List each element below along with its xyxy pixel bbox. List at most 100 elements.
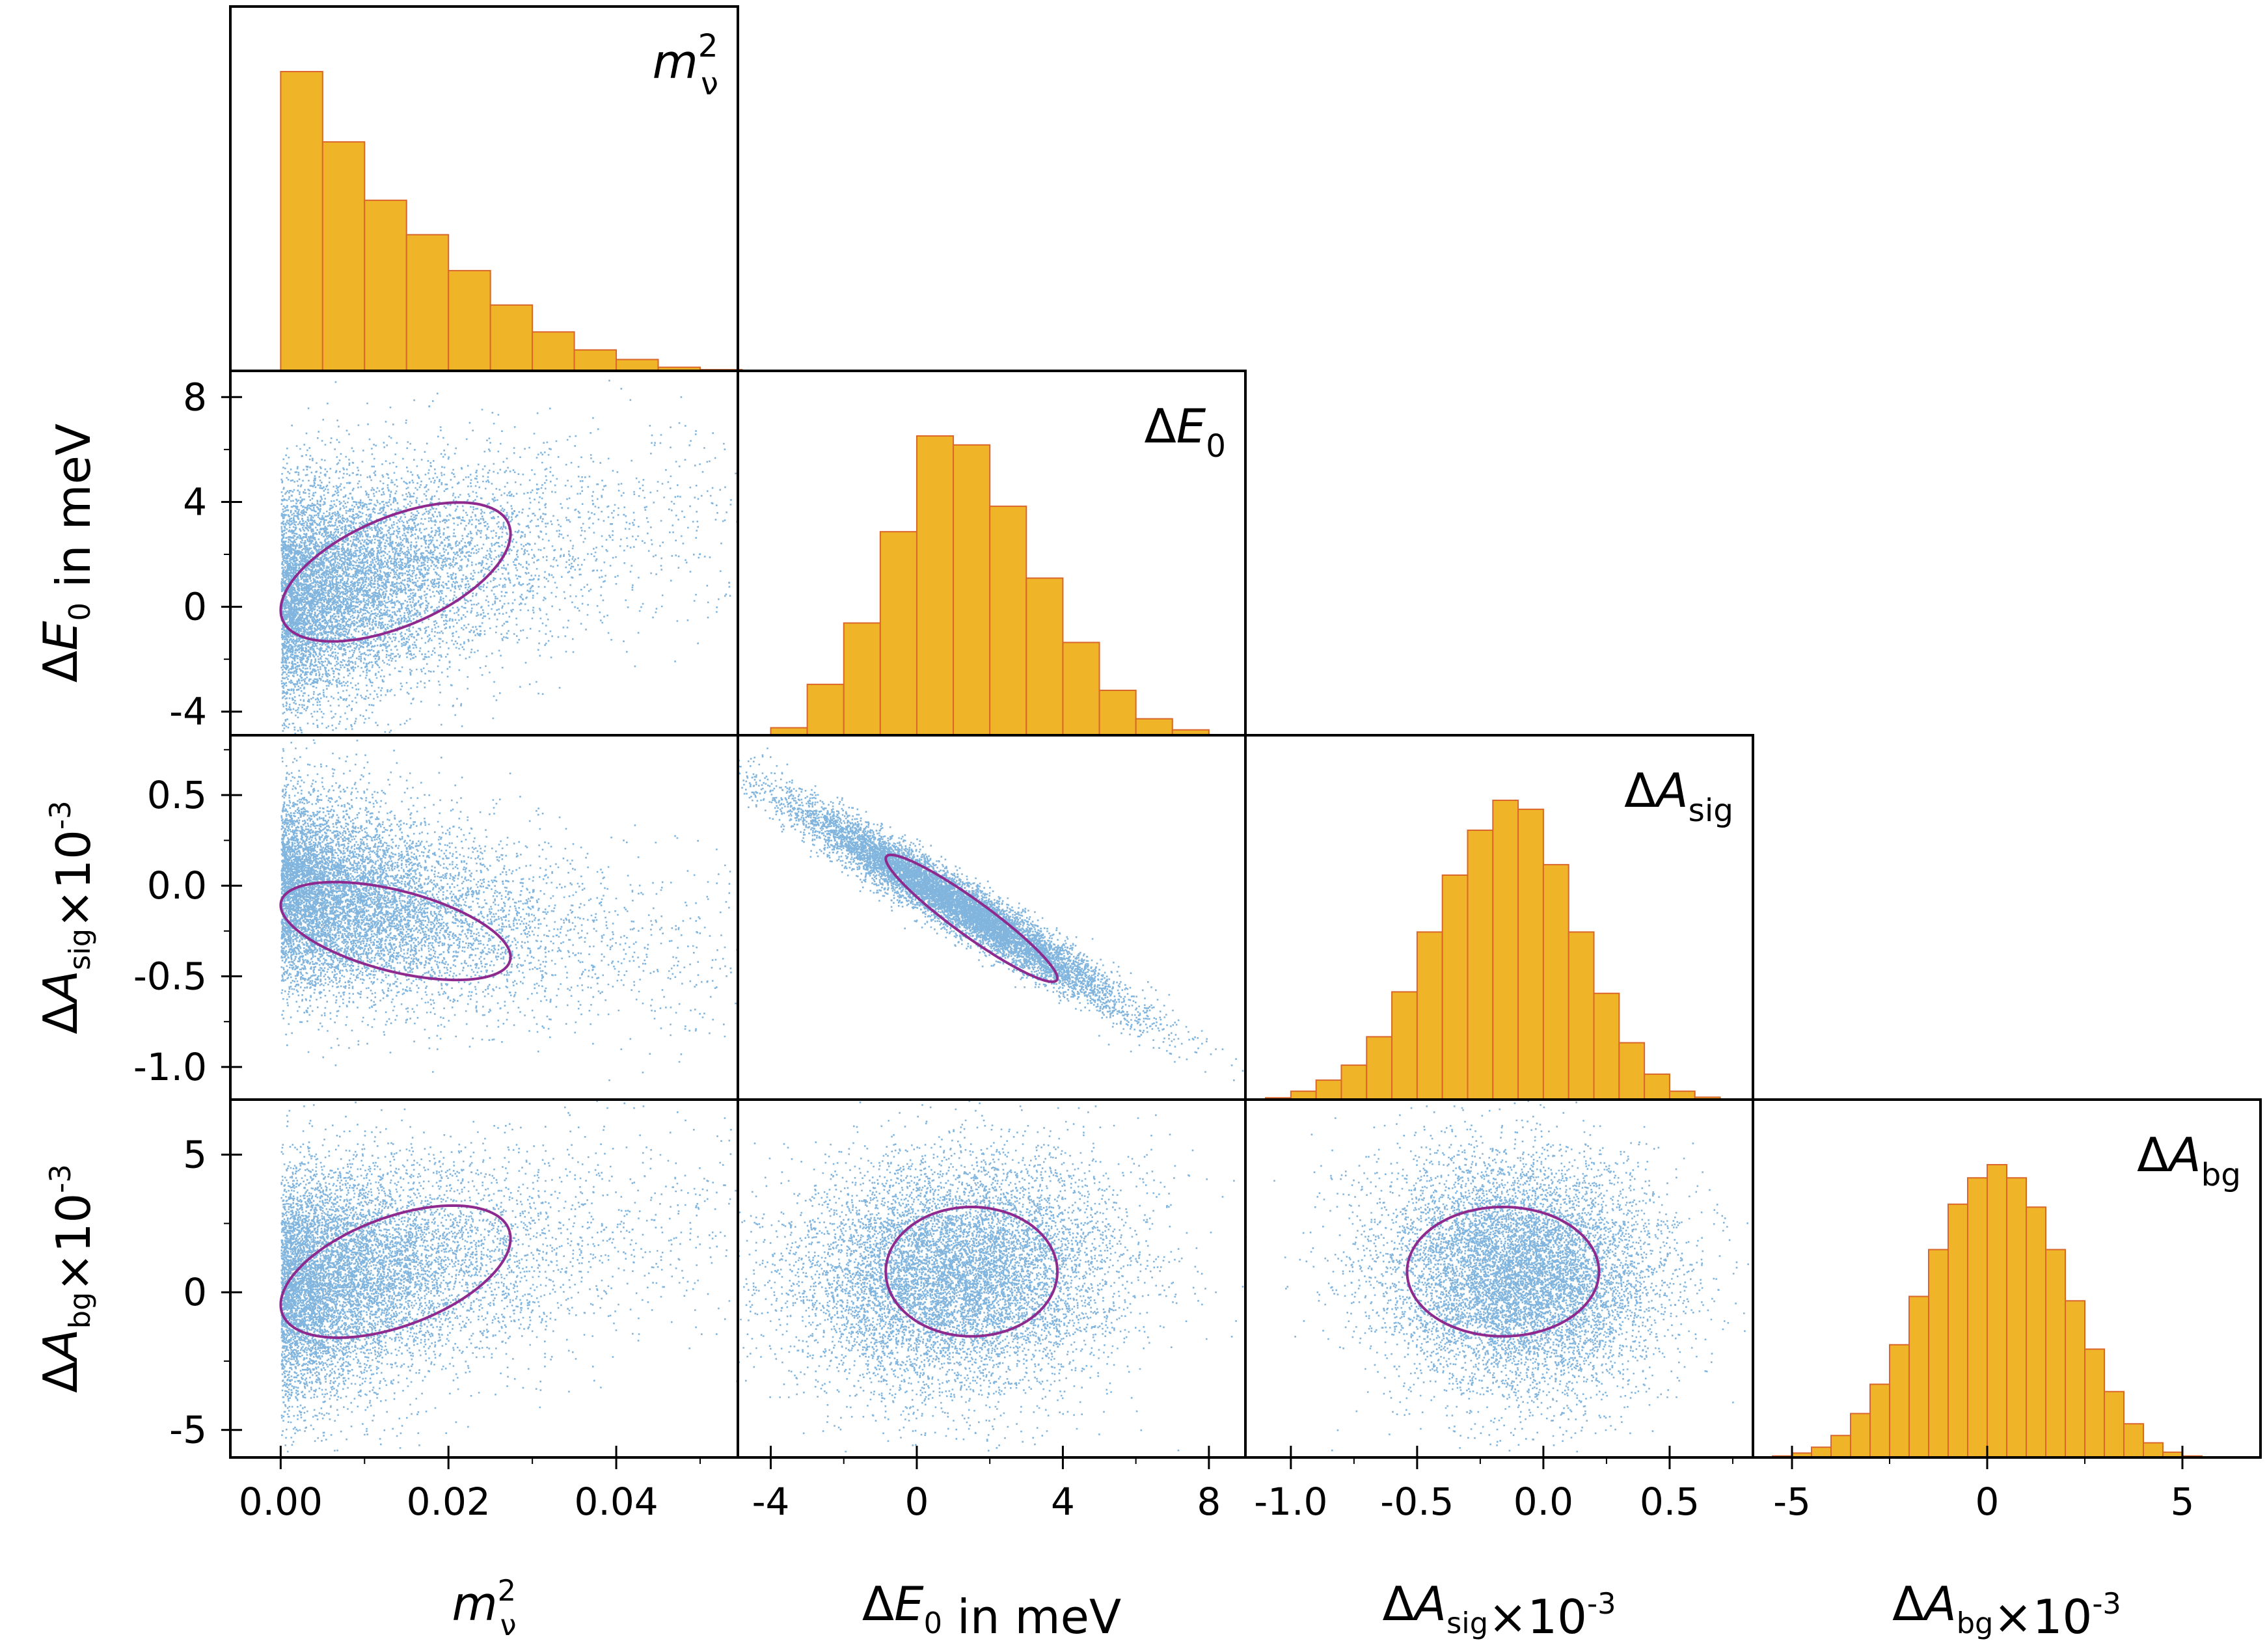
scatter-dots <box>280 717 899 1102</box>
histogram-bar <box>2143 1443 2163 1458</box>
x-tick-label: 0.00 <box>239 1480 323 1524</box>
histogram-bar <box>1341 1065 1366 1100</box>
histogram-bar <box>1812 1447 1831 1457</box>
histogram-bar <box>880 532 917 735</box>
x-tick-label: 5 <box>2171 1480 2195 1524</box>
histogram-bar <box>2085 1349 2104 1458</box>
corner-label-dAsig: ΔAsig <box>1624 763 1733 829</box>
y-tick-label: 0 <box>183 1270 207 1314</box>
histogram-bar <box>2026 1207 2046 1457</box>
x-axis-title-dAbg: ΔAbg×10-3 <box>1892 1577 2121 1644</box>
scatter-dAsig-vs-dAbg <box>1245 1059 1780 1502</box>
histogram-bar <box>953 445 990 735</box>
y-tick-label: 0.5 <box>147 773 207 817</box>
y-tick-label: -4 <box>169 690 207 734</box>
histogram-bar <box>491 305 532 371</box>
histogram-bar <box>2065 1301 2085 1457</box>
y-axis-title-dAsig: ΔAsig×10-3 <box>33 801 101 1035</box>
histogram-bar <box>1987 1165 2007 1457</box>
x-tick-label: -1.0 <box>1254 1480 1327 1524</box>
histogram-bar <box>1518 809 1543 1100</box>
histogram-bar <box>990 506 1026 735</box>
histogram-bar <box>1467 830 1493 1100</box>
x-tick-label: 0.04 <box>574 1480 658 1524</box>
histogram-bar <box>1594 994 1620 1100</box>
histogram-bar <box>2007 1178 2026 1457</box>
scatter-points <box>280 1059 899 1502</box>
histogram-bar <box>1890 1345 1909 1457</box>
histogram-bar <box>407 235 448 371</box>
panel-frame <box>230 371 738 735</box>
y-tick-label: 0 <box>183 585 207 629</box>
corner-label-dAbg: ΔAbg <box>2137 1128 2241 1193</box>
x-tick-label: 8 <box>1197 1480 1221 1524</box>
histogram-bar <box>1870 1385 1890 1458</box>
histogram-bar <box>1909 1297 1929 1458</box>
y-tick-label: -5 <box>169 1408 207 1452</box>
corner-label-dE0: ΔE0 <box>1144 399 1226 465</box>
y-axis-title-dE0: ΔE0 in meV <box>33 424 101 683</box>
histogram-bar <box>2046 1250 2065 1458</box>
histogram-bar <box>1443 875 1468 1100</box>
histogram-bar <box>1392 992 1417 1100</box>
histogram-bar <box>532 332 574 371</box>
histogram-bar <box>808 684 844 735</box>
histogram-bar <box>1948 1204 1968 1457</box>
histogram-bar <box>1569 932 1594 1100</box>
y-tick-label: 8 <box>183 375 207 419</box>
scatter-mnu2-vs-dAbg <box>230 1059 900 1502</box>
histogram-bar <box>1851 1414 1870 1458</box>
x-tick-label: 0 <box>905 1480 929 1524</box>
histogram-bar <box>448 271 490 371</box>
y-tick-label: -0.5 <box>133 955 207 999</box>
x-tick-label: 0.02 <box>407 1480 491 1524</box>
histogram-bar <box>1100 690 1136 735</box>
histogram-bar <box>1831 1435 1851 1457</box>
panels-layer <box>230 7 2260 1501</box>
corner-label-mnu2: m2 ν <box>653 28 718 102</box>
histogram-bar <box>280 72 322 371</box>
scatter-mnu2-vs-dE0 <box>230 369 900 789</box>
panel-frame <box>738 1100 1245 1457</box>
histogram-bar <box>1366 1036 1392 1100</box>
histogram-bar <box>323 142 364 371</box>
histogram-bar <box>1619 1043 1644 1100</box>
x-tick-label: -4 <box>752 1480 790 1524</box>
scatter-dots <box>280 1059 899 1502</box>
scatter-dots <box>666 1059 1250 1502</box>
scatter-points <box>1245 1059 1780 1502</box>
histogram-bar <box>1417 932 1443 1100</box>
scatter-dE0-vs-dAsig <box>666 717 1250 1102</box>
y-axis-title-dAbg: ΔAbg×10-3 <box>33 1164 101 1393</box>
x-axis-title-dE0: ΔE0 in meV <box>862 1577 1121 1644</box>
y-tick-label: 0.0 <box>147 863 207 908</box>
histogram-bar <box>1136 719 1173 735</box>
histogram-bar <box>1493 800 1518 1100</box>
histogram-bar <box>2104 1392 2124 1457</box>
histogram-bar <box>2124 1424 2143 1457</box>
histogram-bar <box>1026 578 1063 736</box>
scatter-mnu2-vs-dAsig <box>230 717 900 1102</box>
scatter-points <box>280 717 899 1102</box>
scatter-dE0-vs-dAbg <box>666 1059 1250 1502</box>
y-axis-title-group: ΔE0 in meV <box>33 424 101 683</box>
x-tick-label: 0.5 <box>1640 1480 1700 1524</box>
scatter-points <box>666 1059 1250 1502</box>
y-tick-label: 5 <box>183 1133 207 1177</box>
y-axis-title-group: ΔAsig×10-3 <box>33 801 101 1035</box>
x-tick-label: 0 <box>1975 1480 2000 1524</box>
histogram-bar <box>917 436 953 735</box>
histogram-bar <box>616 360 658 371</box>
x-tick-label: 4 <box>1051 1480 1075 1524</box>
x-axis-title-dAsig: ΔAsig×10-3 <box>1383 1577 1616 1644</box>
x-tick-label: -5 <box>1773 1480 1811 1524</box>
histogram-bar <box>364 200 406 371</box>
histogram-bar <box>1543 865 1569 1100</box>
histogram-bar <box>1644 1074 1670 1100</box>
histogram-bar <box>1316 1080 1342 1100</box>
x-axis-title-mnu2: m2 ν <box>452 1574 516 1642</box>
y-tick-label: 4 <box>183 480 207 524</box>
histogram-bar <box>844 623 880 736</box>
y-tick-label: -1.0 <box>133 1045 207 1089</box>
